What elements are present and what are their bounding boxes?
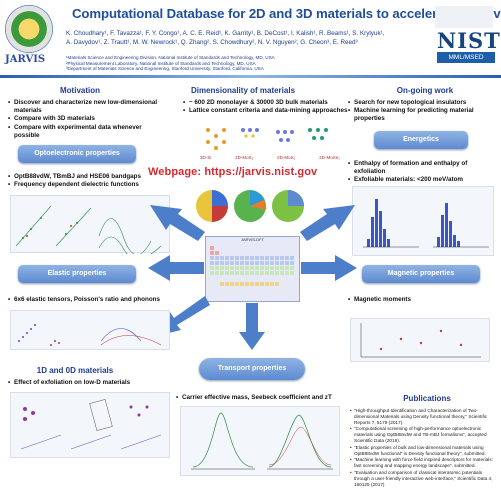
arrow-to-energetics — [300, 205, 355, 241]
energetics-pill: Energetics — [374, 131, 468, 149]
list-item: Lattice constant criteria and data-minin… — [183, 107, 353, 115]
arrow-to-magnetic — [301, 255, 357, 281]
mml-label: MML/MSED — [437, 52, 495, 63]
list-item: Effect of exfoliation on low-D materials — [8, 379, 178, 387]
affiliations: ¹Materials Science and Engineering Divis… — [66, 55, 426, 72]
motivation-heading: Motivation — [60, 86, 100, 95]
list-item: Discover and characterize new low-dimens… — [8, 99, 168, 115]
structure-label: 3D-Si — [200, 155, 212, 160]
publication-item: "Evaluation and comparison of classical … — [350, 470, 498, 487]
periodic-table-graphic — [210, 246, 294, 286]
dimensionality-list: ~ 600 2D monolayer & 30000 3D bulk mater… — [183, 99, 353, 116]
list-item: Exfoliable materials: <200 meV/atom — [348, 176, 498, 184]
list-item: OptB88vdW, TBmBJ and HSE06 bandgaps — [8, 173, 168, 181]
structure-label: 2D-MoSe₂ — [319, 155, 340, 160]
magnetic-plot-graphic — [360, 323, 481, 358]
transport-plot-graphic — [191, 412, 333, 470]
list-item: Compare with 3D materials — [8, 115, 168, 123]
affiliation-1: ¹Materials Science and Engineering Divis… — [66, 55, 275, 60]
energetics-list: Enthalpy of formation and enthalpy of ex… — [348, 160, 498, 185]
energetics-histogram-graphic — [363, 199, 489, 248]
crystal-structures-graphic — [206, 128, 328, 150]
publication-item: "Machine learning with force field inspi… — [350, 457, 498, 469]
motivation-list: Discover and characterize new low-dimens… — [8, 99, 168, 140]
elastic-pill: Elastic properties — [18, 265, 136, 283]
pie-chart-graphic — [196, 190, 304, 222]
magnetic-pill: Magnetic properties — [362, 265, 480, 283]
webpage-link[interactable]: Webpage: https://jarvis.nist.gov — [148, 166, 318, 178]
list-item: Magnetic moments — [348, 296, 488, 304]
publication-item: "Elastic properties of bulk and low-dime… — [350, 445, 498, 457]
elastic-list: 6x6 elastic tensors, Poisson's ratio and… — [8, 296, 183, 304]
nist-logo: NIST — [437, 28, 501, 53]
authors: K. Choudhary¹, F. Tavazza¹, F. Y. Congo¹… — [66, 30, 426, 47]
lowd-heading: 1D and 0D materials — [36, 366, 114, 375]
lowd-structures-graphic — [20, 399, 162, 450]
arrow-to-optoelectronic — [150, 205, 205, 241]
periodic-table-title: JARVIS-DFT — [240, 237, 265, 242]
structure-label: 2D-MoS₂ — [235, 155, 254, 160]
crystal-structures — [198, 122, 338, 160]
arrow-to-elastic — [148, 255, 204, 281]
transport-pill: Transport properties — [199, 358, 305, 380]
periodic-table[interactable]: JARVIS-DFT — [205, 236, 300, 302]
publication-item: "High-throughput Identification and Char… — [350, 408, 498, 425]
publications-list: "High-throughput Identification and Char… — [350, 408, 498, 488]
list-item: Frequency dependent dielectric functions — [8, 181, 168, 189]
transport-list: Carrier effective mass, Seebeck coeffici… — [176, 394, 351, 402]
magnetic-plot — [350, 318, 490, 362]
magnetic-list: Magnetic moments — [348, 296, 488, 304]
publications-heading: Publications — [403, 394, 451, 403]
elastic-plots — [10, 310, 170, 350]
affiliation-3: ³Department of Materials Science and Eng… — [66, 66, 264, 72]
list-item: Carrier effective mass, Seebeck coeffici… — [176, 394, 351, 402]
list-item: ~ 600 2D monolayer & 30000 3D bulk mater… — [183, 99, 353, 107]
arrow-to-transport — [239, 303, 265, 350]
structure-label: 2D-MoS₂ — [277, 155, 296, 160]
optoelectronic-plots — [10, 195, 170, 259]
optoelectronic-list: OptB88vdW, TBmBJ and HSE06 bandgaps Freq… — [8, 173, 168, 190]
authors-line-1: K. Choudhary¹, F. Tavazza¹, F. Y. Congo¹… — [66, 30, 385, 37]
lowd-structures — [10, 392, 170, 458]
elastic-plot-graphic — [18, 324, 162, 346]
institution-photo — [435, 6, 493, 28]
ongoing-heading: On-going work — [396, 86, 454, 95]
list-item: Search for new topological insulators — [348, 99, 498, 107]
list-item: Machine learning for predicting material… — [348, 107, 498, 123]
transport-plots — [180, 406, 340, 476]
poster-title: Computational Database for 2D and 3D mat… — [72, 6, 501, 21]
structure-labels: 3D-Si 2D-MoS₂ 2D-MoS₂ 2D-MoSe₂ — [200, 155, 340, 160]
authors-line-2: A. Davydov¹, Z. Trautt¹, M. W. Newrock¹,… — [66, 38, 358, 46]
ongoing-list: Search for new topological insulators Ma… — [348, 99, 498, 124]
energetics-histograms — [352, 186, 494, 256]
jarvis-logo-text: JARVIS — [5, 54, 46, 65]
list-item: Enthalpy of formation and enthalpy of ex… — [348, 160, 498, 176]
affiliation-2: ²Physical Measurement Laboratory, Nation… — [66, 60, 256, 66]
publication-item: "Computational screening of high-perform… — [350, 426, 498, 443]
jarvis-emblem-logo — [5, 5, 53, 53]
list-item: Compare with experimental data whenever … — [8, 124, 168, 140]
optoelectronic-pill: Optoelectronic properties — [18, 145, 136, 163]
header-divider — [0, 75, 501, 78]
pie-charts — [190, 186, 310, 228]
list-item: 6x6 elastic tensors, Poisson's ratio and… — [8, 296, 183, 304]
dimensionality-heading: Dimensionality of materials — [190, 86, 296, 95]
lowd-list: Effect of exfoliation on low-D materials — [8, 379, 178, 387]
